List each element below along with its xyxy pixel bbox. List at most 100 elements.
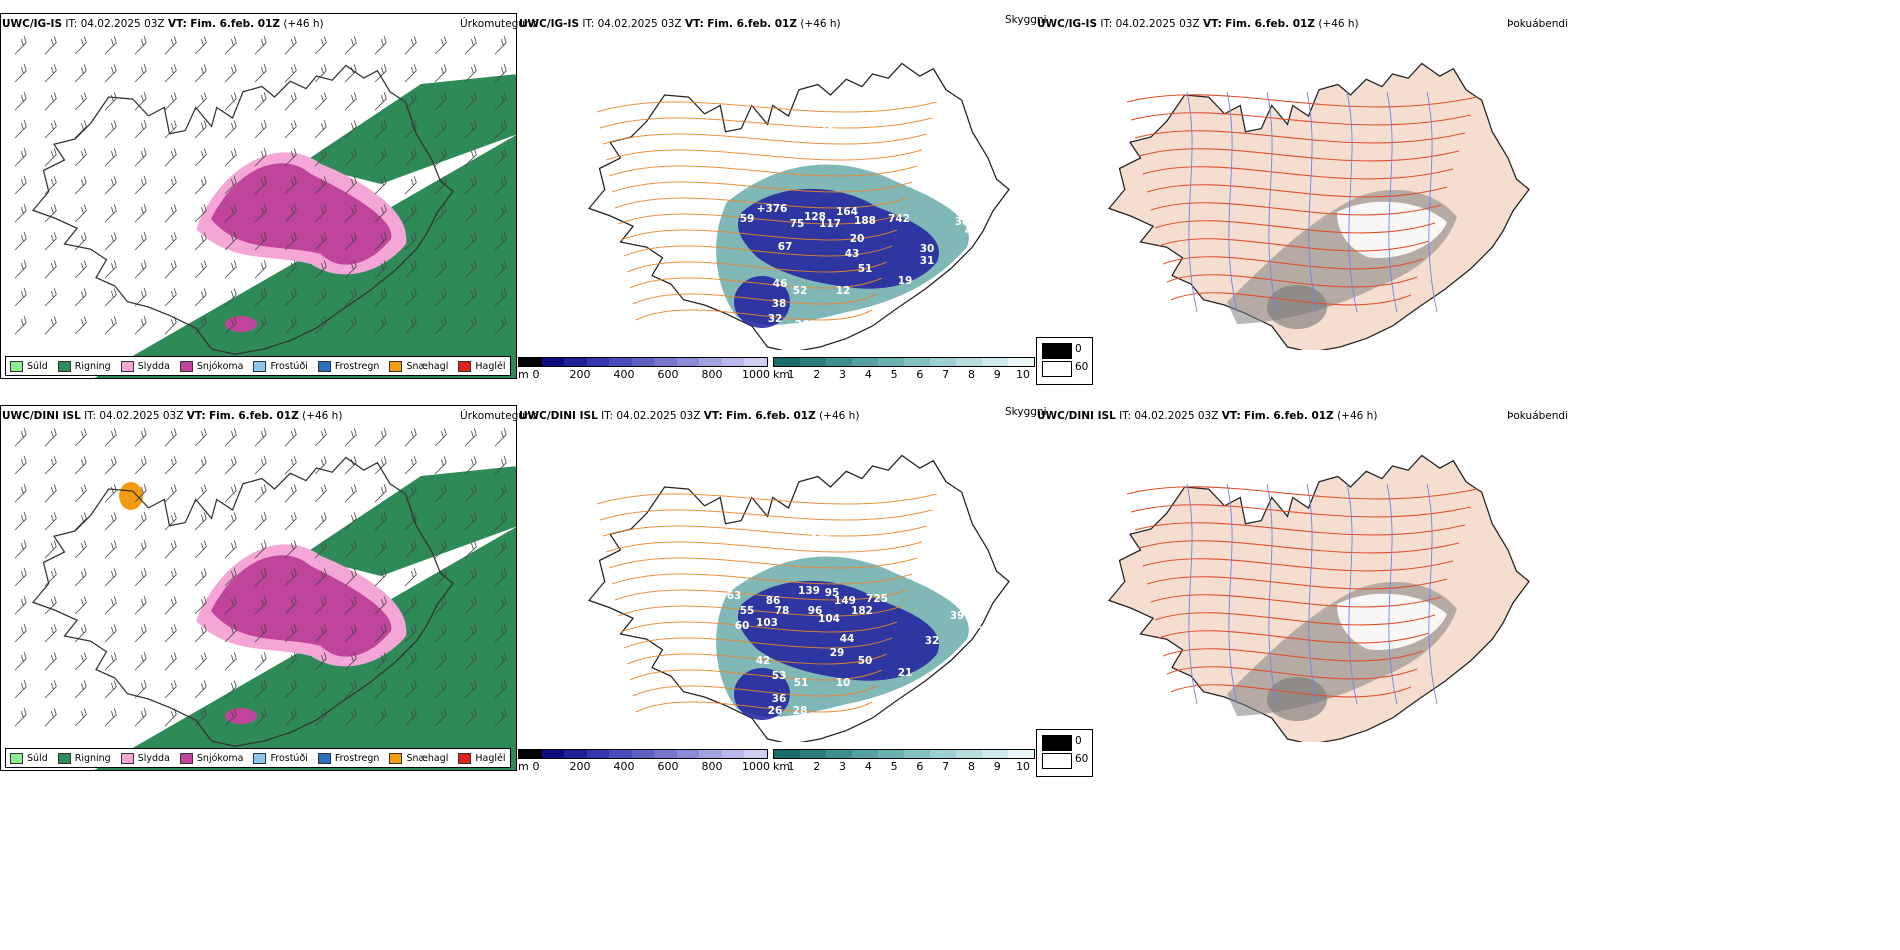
road [1150,594,1442,608]
wind-barb [494,260,507,279]
colorbar-tick-label: 600 [657,760,679,773]
road [1130,504,1472,518]
elevation-label: 29 [830,647,845,659]
legend-label: Haglél [475,752,506,764]
wind-barb [194,540,207,559]
road [617,213,903,225]
colorbar-unit: m [518,368,529,381]
wind-barb [14,288,27,307]
coastline [1107,454,1530,742]
road [632,685,878,697]
wind-barb [194,512,207,531]
wind-barb [134,316,147,335]
wind-barb [374,92,387,111]
colorbar-tick-label: 800 [701,760,723,773]
wind-barb [494,120,507,139]
elevation-label: 19 [898,275,913,287]
wind-barb [314,428,327,447]
wind-barb [404,288,417,307]
wind-barb [74,36,87,55]
elevation-label: 78 [775,605,790,617]
wind-barb [164,148,177,167]
colorbar-swatch [699,750,722,758]
coastline [1107,62,1530,350]
wind-barb [194,484,207,503]
road [605,541,923,553]
wind-barb [404,652,417,671]
wind-barb [44,176,57,195]
wind-barb [404,456,417,475]
legend-swatch [317,752,331,764]
wind-barb [434,232,447,251]
wind-barb [194,92,207,111]
legend-item: Snjókoma [179,360,244,372]
wind-barb [74,148,87,167]
elevation-label: 42 [756,655,771,667]
wind-barb [194,316,207,335]
wind-barb [164,64,177,83]
colorbar-swatch [982,750,1008,758]
wind-barb [224,428,237,447]
snow-pellet-area [119,482,143,510]
wind-barb [284,540,297,559]
colorbar-swatch [904,750,930,758]
wind-barb [464,540,477,559]
elevation-label: 742 [888,213,910,225]
wind-barb [284,596,297,615]
elevation-label: 41 [965,225,980,237]
road [623,245,893,257]
colorbar-swatch [930,358,956,366]
wind-barb [464,456,477,475]
wind-barb [164,36,177,55]
colorbar-swatch [721,358,745,366]
road [1158,630,1430,644]
wind-barb [134,624,147,643]
wind-barb [344,680,357,699]
wind-barb [194,568,207,587]
wind-barb [284,176,297,195]
wind-barb [194,232,207,251]
wind-barb [344,36,357,55]
legend-label: Snjókoma [196,360,244,372]
wind-barb [374,428,387,447]
wind-barb [494,596,507,615]
wind-barb [254,288,267,307]
wind-barb [404,176,417,195]
elevation-label: 60 [735,620,750,632]
road [1146,184,1448,198]
wind-barb [344,512,357,531]
river [1386,91,1398,313]
legend-swatch [120,752,134,764]
wind-barb [104,92,117,111]
colorbar-tick-label: 200 [569,368,591,381]
elevation-label: 21 [898,667,913,679]
wind-barb [44,120,57,139]
wind-barb [14,36,27,55]
wind-barb [404,204,417,223]
wind-barb [404,428,417,447]
wind-barb [494,512,507,531]
wind-barb [314,120,327,139]
river [1426,91,1438,313]
elevation-label: 39 [950,610,965,622]
wind-barb [104,64,117,83]
wind-barb [434,484,447,503]
elevation-label: 86 [766,595,781,607]
precip-type-panel-top: Súld Rigning Slydda Snjókoma Frostúði Frostre… [0,13,517,379]
wind-barb [164,232,177,251]
legend-label: Slydda [137,752,170,764]
colorbar-swatch [982,358,1008,366]
wind-barb [314,176,327,195]
wind-barb [74,316,87,335]
wind-barb [284,288,297,307]
colorbar-tick-label: 400 [613,760,635,773]
wind-barb [164,512,177,531]
wind-barb [254,540,267,559]
wind-barb [74,652,87,671]
wind-barb [74,428,87,447]
wind-barb [194,428,207,447]
wind-barb [494,708,507,727]
elevation-label: 31 [920,255,935,267]
wind-barb [134,708,147,727]
